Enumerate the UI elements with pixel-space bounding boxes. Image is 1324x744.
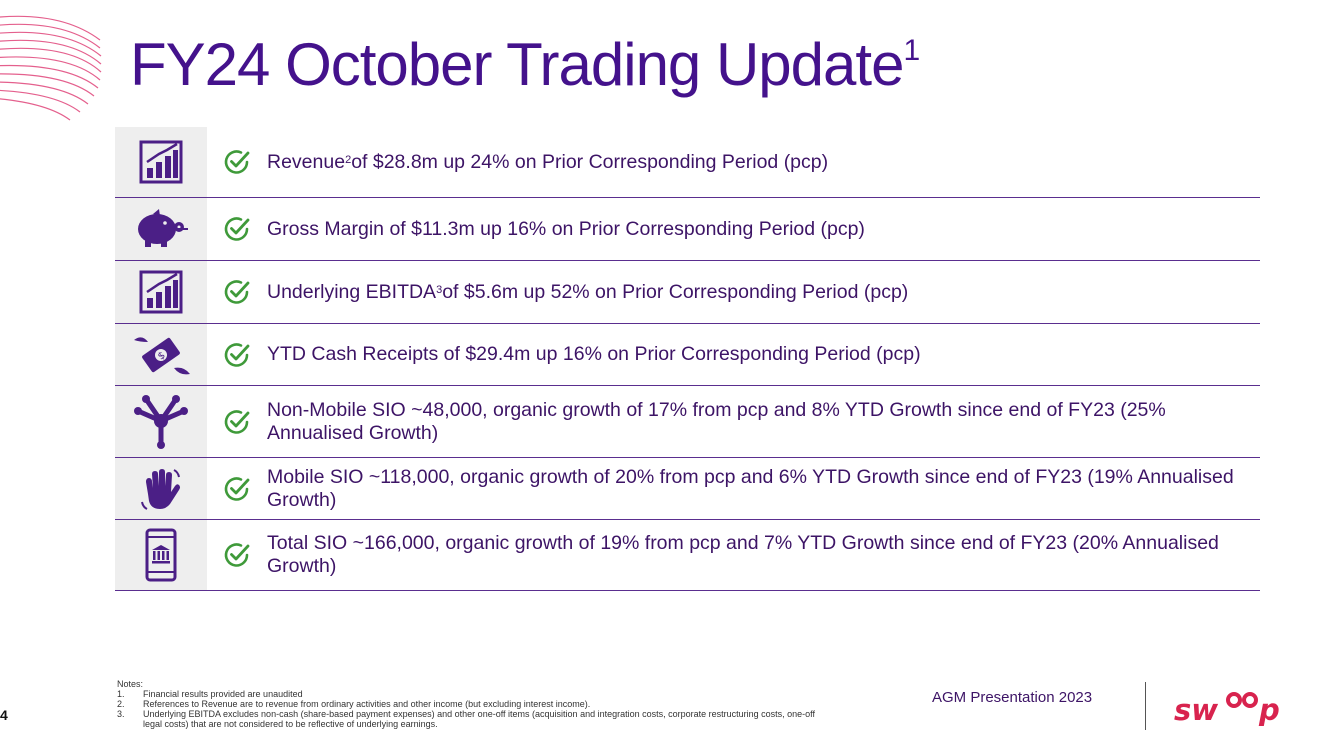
footnote-item: 1. Financial results provided are unaudit… [117,689,303,699]
footer-divider [1145,682,1146,730]
svg-text:$: $ [156,349,168,362]
row-text: YTD Cash Receipts of $29.4m up 16% on Pr… [267,343,921,365]
piggy-bank-icon [138,209,188,247]
check-circle-icon [224,342,250,367]
highlights-table: Revenue 2 of $28.8m up 24% on Prior Corre… [115,127,1260,591]
row-text: Non-Mobile SIO ~48,000, organic growth o… [267,398,1166,444]
table-row: Non-Mobile SIO ~48,000, organic growth o… [115,386,1260,458]
check-circle-icon [224,280,250,304]
row-text: Mobile SIO ~118,000, organic growth of 2… [267,465,1234,511]
waving-hand-icon [141,468,180,510]
footnotes: Notes: 1. Financial results provided are … [117,679,817,729]
swoop-logo: sw p [1174,692,1280,727]
page-number: 4 [0,707,8,723]
footnote-item: 3. Underlying EBITDA excludes non-cash (s… [117,709,816,729]
bar-chart-icon [139,140,183,184]
table-row: Revenue 2 of $28.8m up 24% on Prior Corre… [115,127,1260,198]
table-row: Mobile SIO ~118,000, organic growth of 2… [115,458,1260,520]
page-title-text: FY24 October Trading Update [130,31,904,98]
hands-together-icon [134,394,188,449]
row-text: Underlying EBITDA 3 of $5.6m up 52% on Pr… [267,280,909,303]
decorative-wave-lines [0,15,102,121]
notes-heading: Notes: [117,679,144,689]
table-row: Total SIO ~166,000, organic growth of 19… [115,520,1260,591]
check-circle-icon [224,217,250,241]
check-circle-icon [224,409,250,434]
row-text: Gross Margin of $11.3m up 16% on Prior C… [267,217,865,240]
flying-money-icon: $ [134,336,190,374]
title-footnote-marker: 1 [903,34,920,67]
svg-text:sw: sw [1174,693,1218,727]
row-text: Total SIO ~166,000, organic growth of 19… [267,532,1219,577]
presentation-label: AGM Presentation 2023 [932,689,1093,706]
table-row: Underlying EBITDA 3 of $5.6m up 52% on Pr… [115,261,1260,324]
check-circle-icon [224,543,250,567]
svg-text:p: p [1258,693,1280,727]
footnote-item: 2. References to Revenue are to revenue f… [117,699,591,709]
table-row: Gross Margin of $11.3m up 16% on Prior C… [115,198,1260,261]
mobile-bank-icon [145,528,177,582]
check-circle-icon [224,476,250,501]
bar-chart-icon [139,270,183,314]
check-circle-icon [224,150,250,174]
row-text: Revenue 2 of $28.8m up 24% on Prior Corre… [267,150,829,173]
table-row: $ YTD Cash Receipts of $29.4m up 16% on … [115,324,1260,386]
page-title: FY24 October Trading Update1 [130,30,920,99]
